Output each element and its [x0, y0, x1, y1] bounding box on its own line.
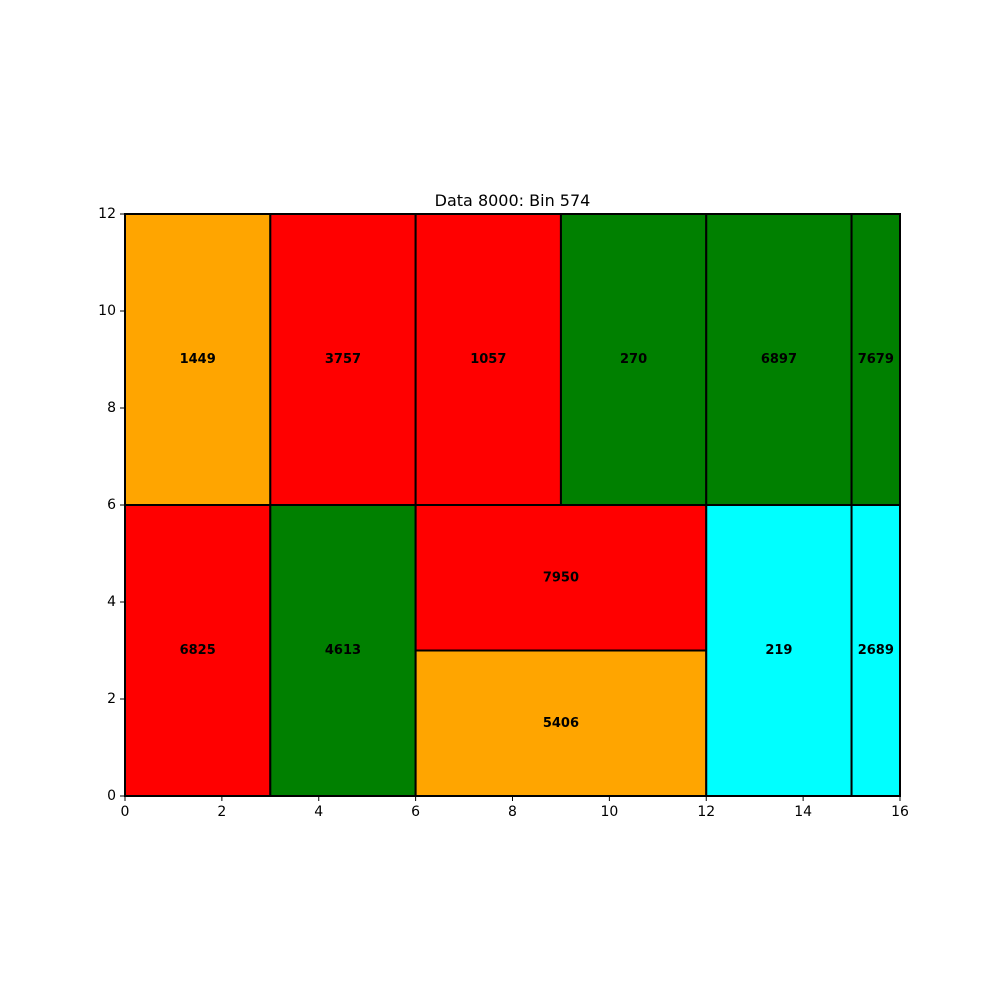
rect-label-4613: 4613: [325, 643, 361, 658]
rect-labels-group: 1449 3757 1057 270 6897 7679 6825 4613 7950 5406 2…: [180, 352, 894, 731]
rect-label-2689: 2689: [858, 643, 894, 658]
y-tick-label: 12: [98, 206, 116, 222]
rect-label-3757: 3757: [325, 352, 361, 367]
rect-label-270: 270: [620, 352, 647, 367]
rect-label-7950: 7950: [543, 570, 579, 585]
axes-group: 0 2 4 6 8 10 12 14 16 0 2 4 6 8 10 12: [98, 206, 909, 820]
y-tick-label: 10: [98, 303, 116, 319]
x-tick-label: 14: [794, 804, 812, 820]
y-tick-label: 2: [107, 691, 116, 707]
rect-label-6897: 6897: [761, 352, 797, 367]
x-tick-label: 2: [217, 804, 226, 820]
y-tick-label: 4: [107, 594, 116, 610]
y-tick-label: 0: [107, 788, 116, 804]
treemap-rect-4613: [269, 504, 417, 797]
x-tick-label: 16: [891, 804, 909, 820]
rect-label-5406: 5406: [543, 716, 579, 731]
x-tick-label: 10: [600, 804, 618, 820]
treemap-rect-1449: [124, 213, 272, 506]
rect-label-7679: 7679: [858, 352, 894, 367]
treemap-rect-6897: [705, 213, 853, 506]
treemap-rect-3757: [269, 213, 417, 506]
treemap-rect-7679: [850, 213, 901, 506]
rectangles-group: [124, 213, 901, 797]
treemap-rect-5406: [414, 649, 708, 797]
x-tick-label: 4: [314, 804, 323, 820]
rect-label-219: 219: [765, 643, 792, 658]
rect-label-6825: 6825: [180, 643, 216, 658]
y-tick-label: 8: [107, 400, 116, 416]
rect-label-1057: 1057: [470, 352, 506, 367]
rect-label-1449: 1449: [180, 352, 216, 367]
x-tick-label: 6: [411, 804, 420, 820]
x-tick-label: 0: [121, 804, 130, 820]
treemap-rect-2689: [850, 504, 901, 797]
y-tick-label: 6: [107, 497, 116, 513]
treemap-rect-270: [559, 213, 708, 506]
x-tick-label: 12: [697, 804, 715, 820]
chart-title: Data 8000: Bin 574: [435, 191, 591, 210]
x-tick-label: 8: [508, 804, 517, 820]
